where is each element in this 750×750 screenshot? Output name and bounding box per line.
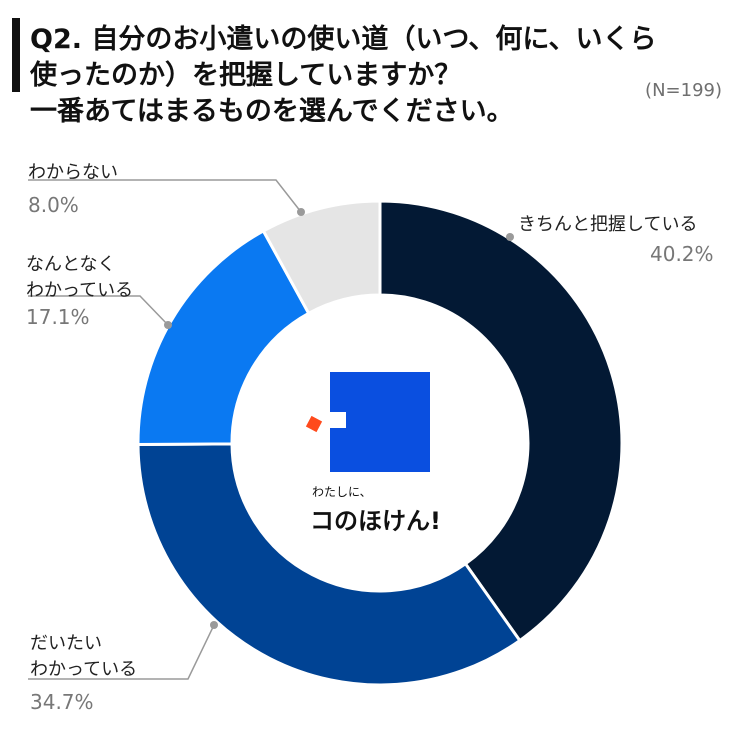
slice-value-4: 8.0%	[28, 193, 79, 217]
logo-brand-name: コのほけん!	[310, 507, 441, 535]
slice-label-3-line-2: わかっている	[26, 280, 134, 301]
title-line-1: Q2. 自分のお小遣いの使い道（いつ、何に、いくら	[30, 24, 657, 55]
donut-slice-4	[261, 199, 382, 316]
slice-label-1: きちんと把握している	[518, 212, 697, 238]
slice-label-1-line-1: きちんと把握している	[518, 214, 698, 235]
title-line-2: 使ったのか）を把握していますか？	[30, 60, 462, 91]
chart-title: Q2. 自分のお小遣いの使い道（いつ、何に、いくら 使ったのか）を把握しています…	[30, 22, 730, 130]
logo-notch	[328, 412, 346, 428]
leader-dot-1	[506, 233, 514, 241]
donut-slice-3	[136, 228, 311, 447]
slice-label-4: わからない	[28, 160, 118, 186]
slice-label-2-line-1: だいたい	[30, 633, 102, 654]
donut-slice-2	[136, 442, 522, 687]
leader-line-4	[28, 179, 302, 213]
slice-value-2: 34.7%	[30, 690, 94, 714]
slice-label-3-line-1: なんとなく	[26, 254, 116, 275]
brand-logo	[305, 372, 430, 472]
slice-value-3: 17.1%	[26, 305, 90, 329]
slice-label-2-line-2: わかっている	[30, 659, 138, 680]
logo-blue-square	[330, 372, 430, 472]
slice-value-1: 40.2%	[650, 242, 714, 266]
slice-label-2: だいたいわかっている	[30, 631, 137, 683]
title-line-3: 一番あてはまるものを選んでください。	[30, 96, 514, 127]
leader-line-3	[28, 295, 169, 326]
logo-tagline: わたしに、	[312, 485, 372, 499]
sample-size: (N=199)	[645, 80, 722, 101]
slice-label-4-line-1: わからない	[28, 162, 118, 183]
logo-orange-mark	[305, 415, 323, 433]
title-accent-bar	[12, 18, 20, 92]
leader-line-2	[28, 624, 215, 680]
slice-label-3: なんとなくわかっている	[26, 252, 133, 304]
donut-slice-1	[378, 199, 624, 643]
